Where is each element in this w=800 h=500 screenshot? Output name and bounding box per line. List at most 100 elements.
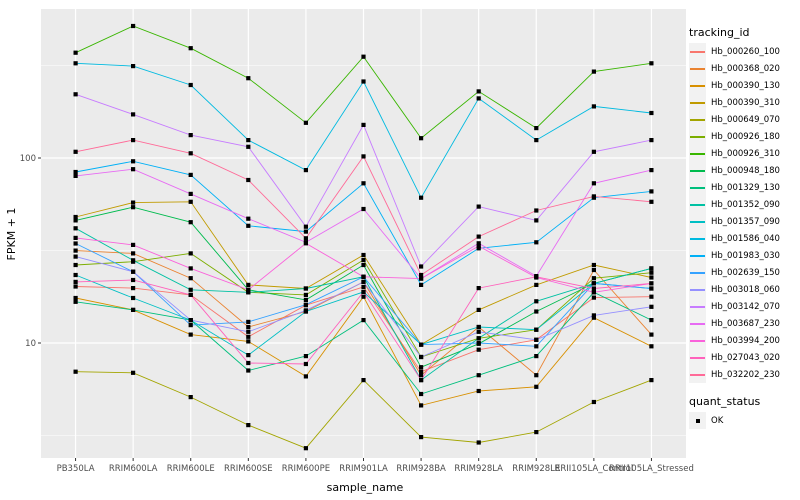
data-point: [591, 315, 596, 320]
data-point: [188, 323, 193, 328]
data-point: [534, 384, 539, 389]
data-point: [649, 378, 654, 383]
legend-key-swatch: [689, 349, 706, 366]
data-point: [73, 226, 78, 231]
data-point: [361, 262, 366, 268]
data-point: [361, 284, 366, 289]
data-point: [476, 96, 481, 101]
data-point: [131, 258, 136, 263]
data-point: [361, 154, 366, 159]
legend-item-label: Hb_027043_020: [711, 352, 780, 363]
x-tick-label: RRII105LA_Stressed: [609, 464, 694, 474]
data-point: [476, 324, 481, 330]
data-point: [476, 329, 481, 334]
data-point: [303, 241, 308, 246]
data-point: [246, 177, 251, 183]
legend-item-Hb_000649_070: Hb_000649_070: [689, 111, 799, 128]
data-point: [303, 374, 308, 379]
data-point: [361, 257, 366, 263]
data-point: [131, 251, 136, 256]
x-tick-label: RRIM600SE: [224, 464, 273, 474]
data-point: [649, 275, 654, 280]
data-point: [419, 369, 424, 374]
data-point: [591, 69, 596, 74]
data-point: [303, 308, 308, 313]
data-point: [361, 274, 366, 279]
data-point: [188, 318, 193, 323]
x-tick-label: RRIM600LE: [167, 464, 215, 474]
data-point: [591, 313, 596, 318]
data-point: [246, 324, 251, 330]
legend-entries: Hb_000260_100 Hb_000368_020 Hb_000390_130 H…: [689, 43, 799, 383]
data-point: [188, 251, 193, 256]
data-point: [131, 307, 136, 312]
data-point: [361, 378, 366, 383]
data-point: [73, 279, 78, 284]
legend-item-label: Hb_000926_310: [711, 148, 780, 159]
legend-item-Hb_001586_040: Hb_001586_040: [689, 230, 799, 247]
data-point: [476, 307, 481, 312]
legend-item-label: Hb_000926_180: [711, 131, 780, 142]
data-point: [476, 286, 481, 291]
legend-key-swatch: [689, 298, 706, 315]
legend-item-label: Hb_001586_040: [711, 233, 780, 244]
y-axis-title: FPKM + 1: [5, 207, 18, 261]
x-tick-label: RRIM928LE: [512, 464, 560, 474]
data-point: [649, 168, 654, 173]
data-point: [131, 138, 136, 143]
legend-key-swatch: [689, 43, 706, 60]
data-point: [591, 104, 596, 109]
data-point: [303, 236, 308, 241]
data-point: [73, 248, 78, 253]
legend-item-Hb_003994_200: Hb_003994_200: [689, 332, 799, 349]
legend-key-swatch: [689, 247, 706, 264]
data-point: [591, 276, 596, 281]
data-point: [476, 373, 481, 378]
data-point: [361, 289, 366, 294]
data-point: [476, 89, 481, 94]
legend-item-Hb_000926_310: Hb_000926_310: [689, 145, 799, 162]
data-point: [73, 92, 78, 97]
data-point: [73, 169, 78, 175]
data-point: [419, 282, 424, 287]
legend-item-Hb_000948_180: Hb_000948_180: [689, 162, 799, 179]
data-point: [361, 252, 366, 258]
data-point: [131, 277, 136, 283]
legend-key-swatch: [689, 332, 706, 349]
data-point: [131, 200, 136, 205]
data-point: [188, 172, 193, 177]
legend-item-Hb_003687_230: Hb_003687_230: [689, 315, 799, 332]
legend-item-Hb_000390_310: Hb_000390_310: [689, 94, 799, 111]
data-point: [476, 388, 481, 394]
data-point: [131, 23, 136, 29]
data-point: [476, 340, 481, 346]
legend-item-label: Hb_000260_100: [711, 46, 780, 57]
legend-key-swatch: [689, 230, 706, 247]
legend-item-label: Hb_003687_230: [711, 318, 780, 329]
data-point: [188, 332, 193, 337]
data-point: [476, 241, 481, 246]
data-point: [303, 354, 308, 359]
data-point: [188, 276, 193, 281]
data-point: [361, 122, 366, 127]
legend-item-label: Hb_003018_060: [711, 284, 780, 295]
data-point: [534, 299, 539, 304]
data-point: [649, 332, 654, 337]
data-point: [246, 329, 251, 334]
legend-title-quant-status: quant_status: [689, 395, 761, 408]
quant-status-key-swatch: [689, 412, 706, 429]
data-point: [131, 295, 136, 301]
legend-item-label: Hb_002639_150: [711, 267, 780, 278]
y-tick-label: 10: [25, 339, 36, 349]
x-tick-label: RRIM928LA: [454, 464, 503, 474]
data-point: [303, 361, 308, 367]
data-point: [649, 286, 654, 291]
data-point: [534, 282, 539, 287]
data-point: [591, 181, 596, 186]
data-point: [534, 327, 539, 332]
data-point: [73, 254, 78, 259]
data-point: [649, 138, 654, 143]
data-point: [419, 264, 424, 269]
data-point: [131, 64, 136, 69]
